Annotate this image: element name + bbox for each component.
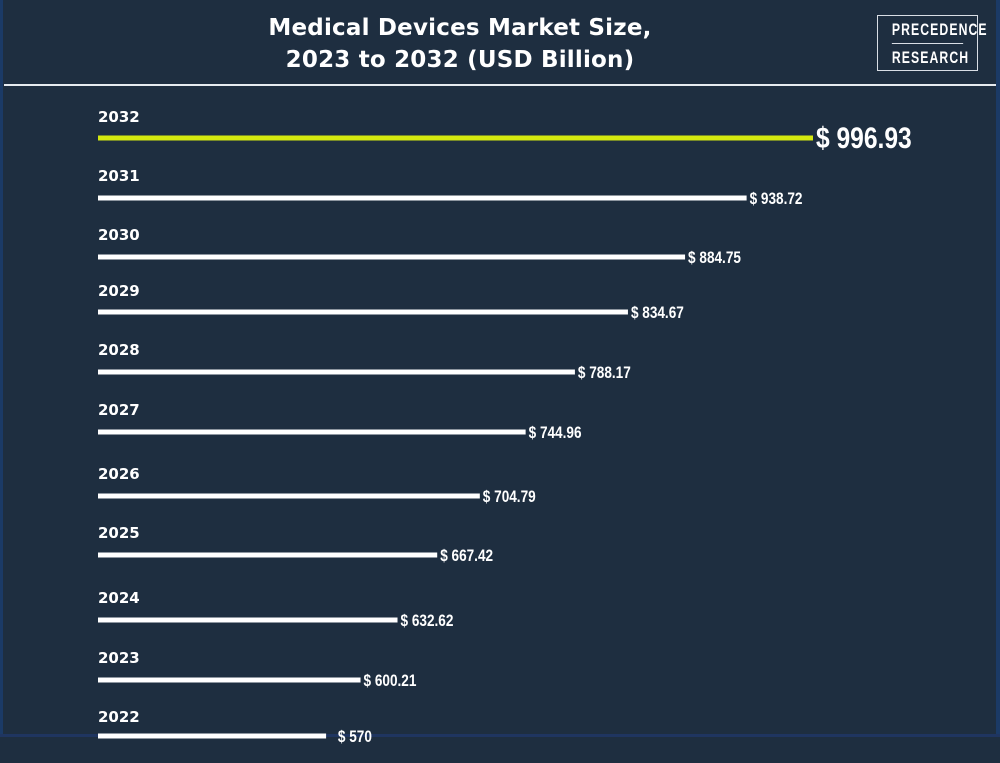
value-label-2027: $ 744.96 bbox=[529, 424, 582, 443]
bar-2022 bbox=[98, 733, 327, 739]
value-label-2023: $ 600.21 bbox=[364, 672, 417, 691]
year-label-2028: 2028 bbox=[98, 341, 140, 359]
bar-2030 bbox=[98, 254, 686, 260]
value-label-2022: $ 570 bbox=[338, 728, 372, 747]
year-label-2024: 2024 bbox=[98, 589, 140, 607]
chart-title-line-1: Medical Devices Market Size, bbox=[268, 15, 652, 41]
bar-2023 bbox=[98, 677, 361, 683]
value-label-2028: $ 788.17 bbox=[578, 364, 631, 383]
value-label-2032: $ 996.93 bbox=[816, 121, 912, 155]
logo-text-precedence: PRECEDENCE bbox=[891, 16, 987, 44]
bar-2025 bbox=[98, 552, 438, 558]
bar-2031 bbox=[98, 195, 747, 201]
year-label-2029: 2029 bbox=[98, 282, 140, 300]
year-label-2022: 2022 bbox=[98, 708, 140, 726]
precedence-research-logo: PRECEDENCE RESEARCH bbox=[877, 15, 987, 71]
bar-2026 bbox=[98, 493, 480, 499]
value-label-2024: $ 632.62 bbox=[401, 612, 454, 631]
frame-left-edge bbox=[0, 0, 3, 736]
bar-2024 bbox=[98, 617, 398, 623]
value-label-2025: $ 667.42 bbox=[440, 547, 493, 566]
value-label-2031: $ 938.72 bbox=[750, 190, 803, 209]
year-label-2032: 2032 bbox=[98, 108, 140, 126]
bar-2029 bbox=[98, 309, 628, 315]
frame-bottom-edge bbox=[0, 734, 1000, 737]
year-label-2030: 2030 bbox=[98, 226, 140, 244]
value-label-2029: $ 834.67 bbox=[631, 304, 684, 323]
chart-title-line-2: 2023 to 2032 (USD Billion) bbox=[285, 47, 635, 73]
year-label-2027: 2027 bbox=[98, 401, 140, 419]
header-divider bbox=[4, 84, 996, 86]
chart-title: Medical Devices Market Size, 2023 to 203… bbox=[200, 12, 720, 76]
year-label-2031: 2031 bbox=[98, 167, 140, 185]
bar-2032 bbox=[98, 135, 813, 141]
value-label-2030: $ 884.75 bbox=[688, 249, 741, 268]
logo-text-research: RESEARCH bbox=[891, 48, 970, 67]
frame-right-edge bbox=[996, 0, 1000, 736]
bar-2027 bbox=[98, 429, 526, 435]
year-label-2023: 2023 bbox=[98, 649, 140, 667]
bar-2028 bbox=[98, 369, 575, 375]
year-label-2025: 2025 bbox=[98, 524, 140, 542]
year-label-2026: 2026 bbox=[98, 465, 140, 483]
value-label-2026: $ 704.79 bbox=[483, 488, 536, 507]
